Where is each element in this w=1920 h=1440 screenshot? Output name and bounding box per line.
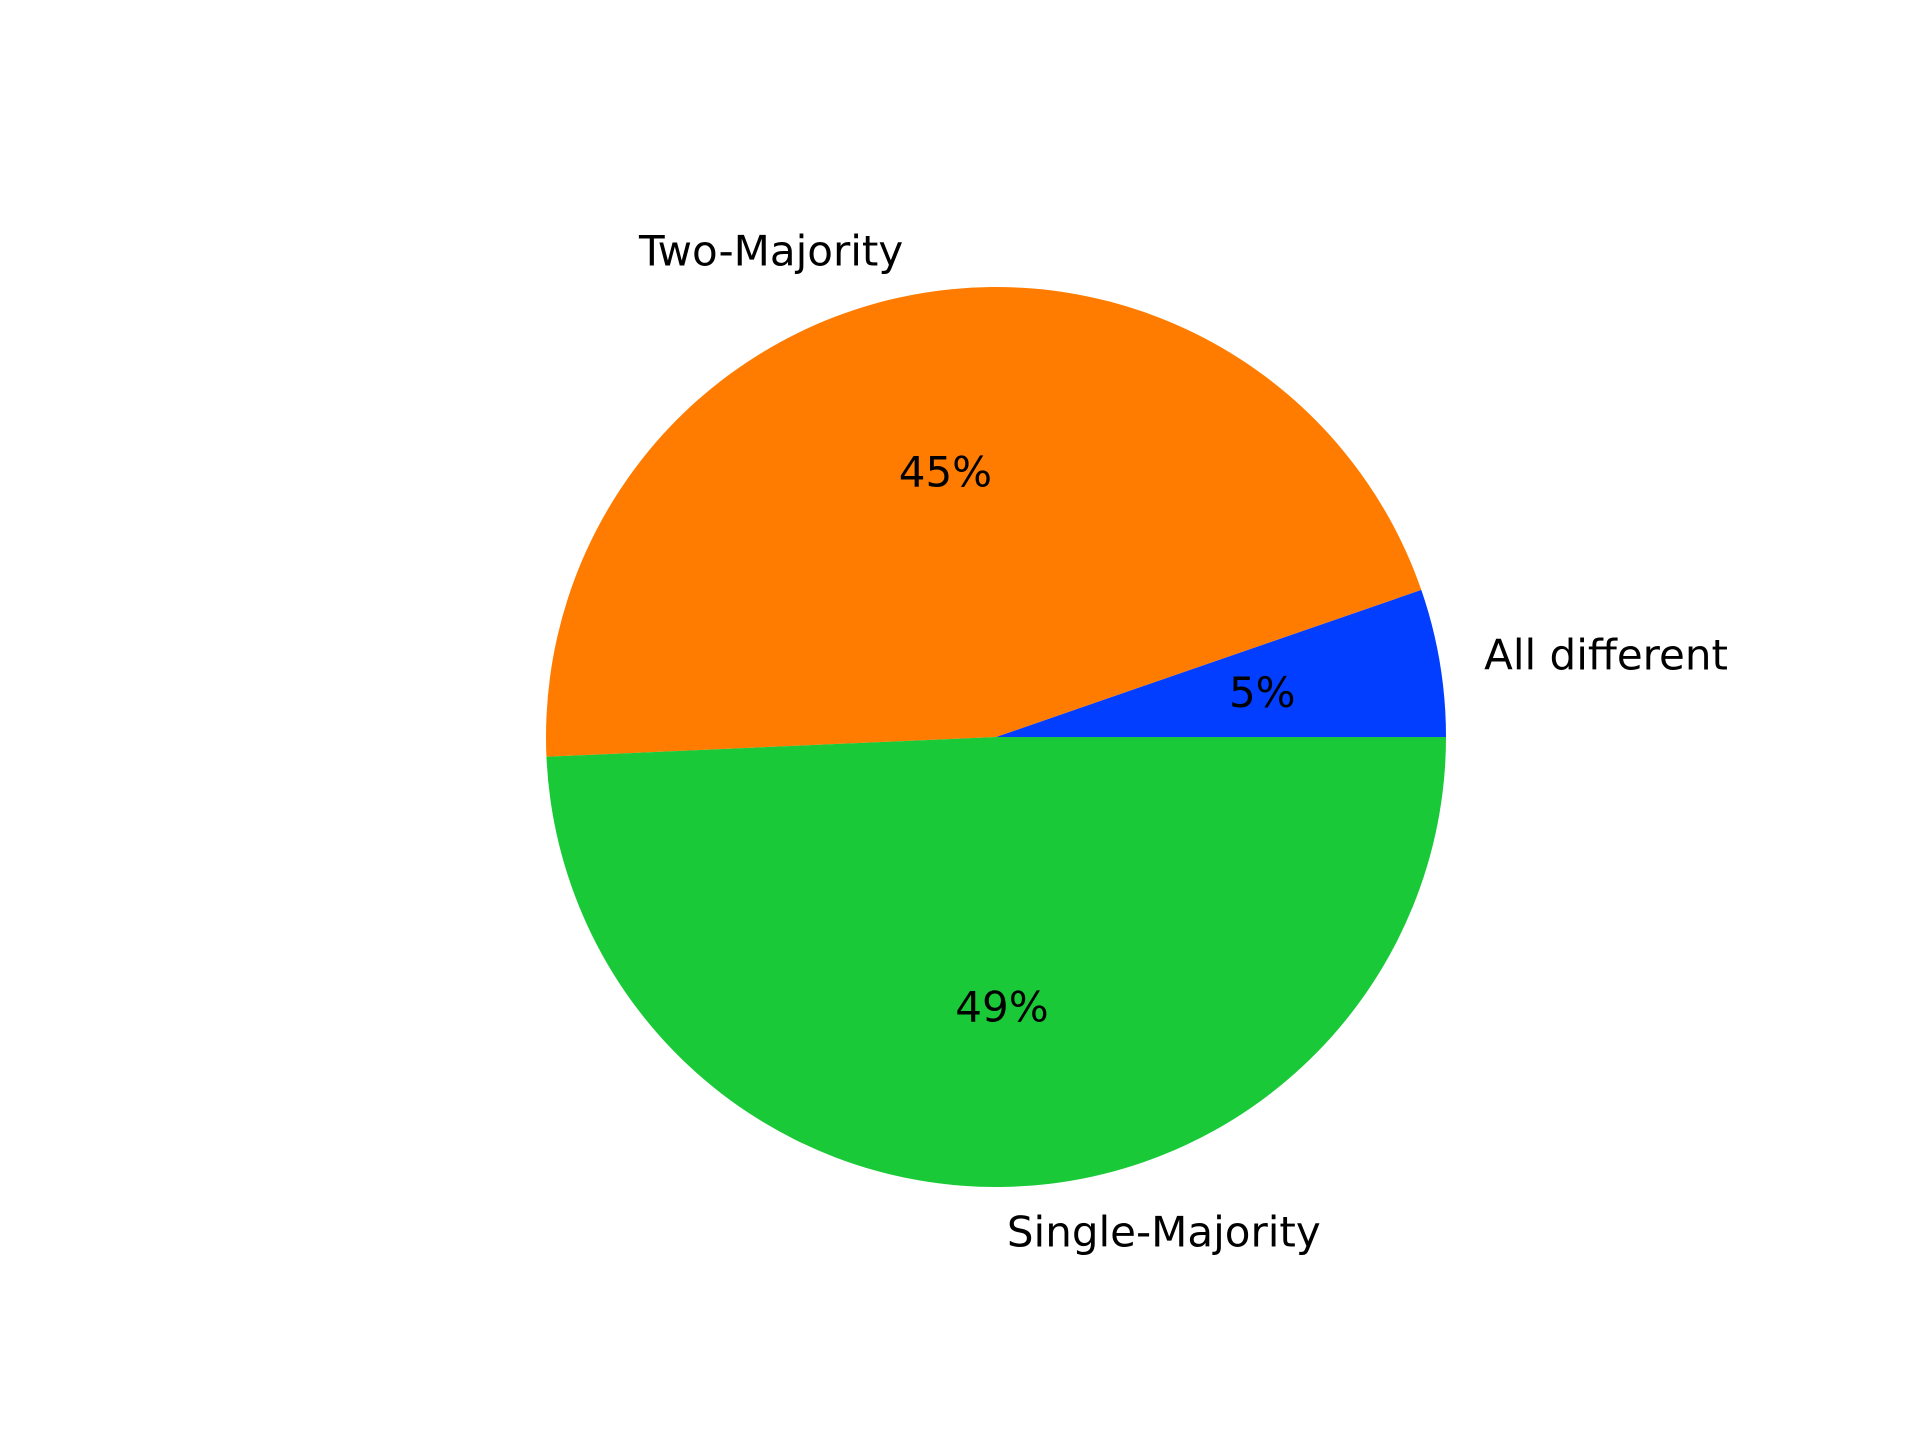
slice-single-majority	[546, 737, 1446, 1188]
labels-layer: All different 5% Two-Majority 45% Single-Maj…	[638, 226, 1728, 1256]
pct-label-two-majority: 45%	[899, 447, 992, 496]
slices-layer	[546, 286, 1446, 1188]
slice-label-single-majority: Single-Majority	[1007, 1207, 1321, 1256]
slice-two-majority	[546, 286, 1422, 757]
slice-label-two-majority: Two-Majority	[638, 226, 903, 275]
pct-label-single-majority: 49%	[955, 982, 1048, 1031]
slice-all-different	[996, 589, 1446, 737]
slice-label-all-different: All different	[1484, 630, 1728, 679]
pct-label-all-different: 5%	[1229, 668, 1296, 717]
